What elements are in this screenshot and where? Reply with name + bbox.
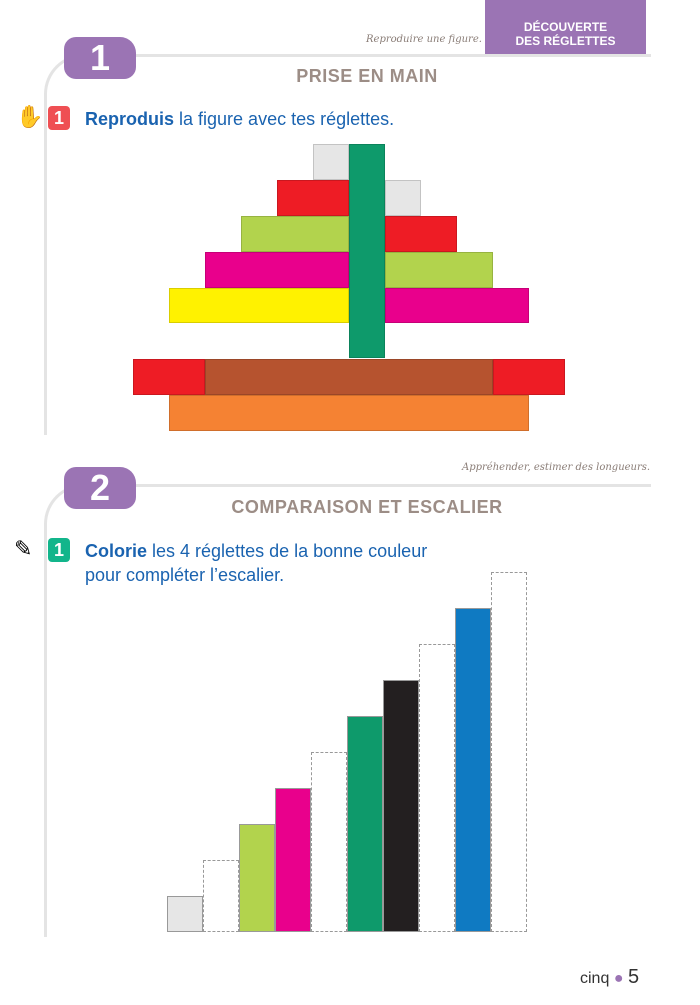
- section1-instruction: Reproduis la figure avec tes réglettes.: [85, 107, 394, 131]
- pencil-icon: ✎: [14, 536, 33, 561]
- rod-white: [385, 180, 421, 216]
- stair-rod-empty[interactable]: [491, 572, 527, 932]
- section2-number: 2: [64, 467, 136, 509]
- rod-pink: [205, 252, 349, 288]
- page-number: 5: [627, 966, 640, 988]
- page-word: cinq: [580, 970, 610, 987]
- section2-panel: [44, 484, 651, 937]
- stair-rod-empty[interactable]: [419, 644, 455, 932]
- exercise-badge: 1: [48, 106, 70, 130]
- rod-red: [133, 359, 205, 395]
- dot-icon: ●: [613, 970, 624, 987]
- rod-light-green: [385, 252, 493, 288]
- category-banner: DÉCOUVERTE DES RÉGLETTES: [485, 0, 646, 54]
- instruction-verb: Colorie: [85, 541, 148, 561]
- section1-number: 1: [64, 37, 136, 79]
- section2-hint: Appréhender, estimer des longueurs.: [462, 462, 651, 473]
- rod-dark-green: [349, 144, 385, 358]
- section2-title: COMPARAISON ET ESCALIER: [231, 497, 503, 517]
- instruction-verb: Reproduis: [85, 109, 175, 129]
- stair-rod-empty[interactable]: [311, 752, 347, 932]
- category-line1: DÉCOUVERTE: [523, 20, 608, 34]
- stair-rod: [383, 680, 419, 932]
- rod-red: [385, 216, 457, 252]
- stair-rod: [275, 788, 311, 932]
- rod-red: [493, 359, 565, 395]
- section1-panel: [44, 54, 651, 435]
- stair-rod: [347, 716, 383, 932]
- rod-orange: [169, 395, 529, 431]
- section1-title: PRISE EN MAIN: [296, 66, 438, 86]
- rod-brown: [205, 359, 493, 395]
- stair-rod: [239, 824, 275, 932]
- exercise-badge: 1: [48, 538, 70, 562]
- hand-icon: ✋: [16, 104, 44, 129]
- instruction-text: la figure avec tes réglettes.: [174, 109, 395, 129]
- section2-instruction: Colorie les 4 réglettes de la bonne coul…: [85, 539, 427, 587]
- rod-white: [313, 144, 349, 180]
- stair-rod-empty[interactable]: [203, 860, 239, 932]
- rod-red: [277, 180, 349, 216]
- category-line2: DES RÉGLETTES: [515, 34, 616, 48]
- instruction-text: les 4 réglettes de la bonne couleur: [147, 541, 428, 561]
- instruction-text-line2: pour compléter l’escalier.: [85, 565, 285, 585]
- section1-hint: Reproduire une figure.: [366, 34, 482, 45]
- page-footer: cinq ● 5: [580, 966, 639, 989]
- rod-pink: [385, 288, 529, 323]
- rod-yellow: [169, 288, 349, 323]
- stair-rod: [455, 608, 491, 932]
- rod-light-green: [241, 216, 349, 252]
- stair-rod: [167, 896, 203, 932]
